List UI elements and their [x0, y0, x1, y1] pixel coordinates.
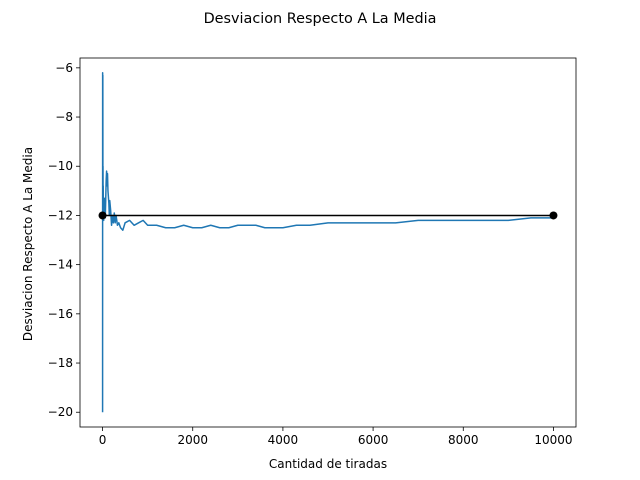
- reference-point: [98, 211, 107, 220]
- x-tick-label: 10000: [534, 433, 572, 447]
- y-tick-label: −16: [48, 307, 73, 321]
- x-axis-label: Cantidad de tiradas: [269, 457, 387, 471]
- y-tick-label: −8: [55, 110, 73, 124]
- y-tick-label: −10: [48, 159, 73, 173]
- x-tick-label: 2000: [177, 433, 208, 447]
- y-tick-label: −12: [48, 208, 73, 222]
- x-tick-label: 8000: [448, 433, 479, 447]
- plot-area: [98, 72, 558, 413]
- series-line: [101, 72, 554, 413]
- axes: 0 2000 4000 6000 8000 10000 −20 −18 −16 −14 −12 −10…: [48, 57, 577, 447]
- x-tick-label: 0: [99, 433, 107, 447]
- y-tick-label: −14: [48, 258, 73, 272]
- y-tick-label: −18: [48, 356, 73, 370]
- plot-frame: [79, 57, 577, 428]
- chart-title: Desviacion Respecto A La Media: [204, 11, 437, 27]
- y-tick-label: −20: [48, 405, 73, 419]
- x-tick-label: 4000: [268, 433, 299, 447]
- reference-point: [549, 211, 558, 220]
- y-axis-label: Desviacion Respecto A La Media: [21, 147, 35, 341]
- x-tick-label: 6000: [358, 433, 389, 447]
- y-tick-label: −6: [55, 61, 73, 75]
